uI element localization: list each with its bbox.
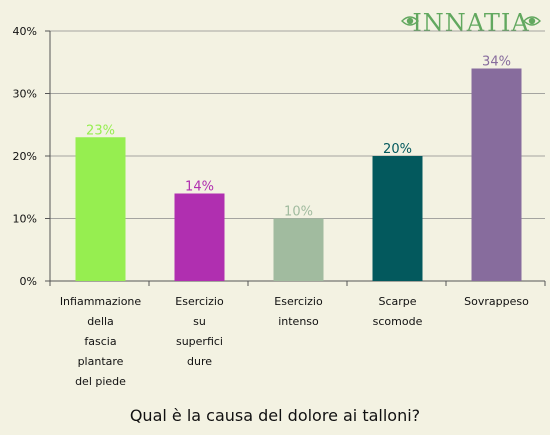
category-label-1: Infiammazione <box>60 295 142 308</box>
category-label-2: dure <box>187 355 212 368</box>
category-label-1: del piede <box>75 375 126 388</box>
data-label-5: 34% <box>482 55 511 70</box>
y-tick-label: 10% <box>13 213 37 226</box>
innatia-logo: INNATIA <box>398 4 544 38</box>
category-label-2: Esercizio <box>175 295 224 308</box>
bar-2 <box>174 193 225 281</box>
category-label-4: Scarpe <box>378 295 416 308</box>
data-label-4: 20% <box>383 142 412 157</box>
logo-text: INNATIA <box>412 9 529 37</box>
bar-5 <box>471 68 522 281</box>
y-tick-label: 40% <box>13 25 37 38</box>
chart-title: Qual è la causa del dolore ai talloni? <box>129 406 421 425</box>
category-label-3: Esercizio <box>274 295 323 308</box>
innatia-logo-mark: INNATIA <box>401 9 541 37</box>
category-label-1: della <box>87 315 114 328</box>
data-label-3: 10% <box>284 205 313 220</box>
category-label-4: scomode <box>373 315 423 328</box>
y-tick-label: 30% <box>13 88 37 101</box>
bar-3 <box>273 218 324 281</box>
category-label-5: Sovrappeso <box>464 295 529 308</box>
bar-chart: 0% 10% 20% 30% 40% 23% Infiammazione della fasci… <box>13 25 546 388</box>
data-label-2: 14% <box>185 180 214 195</box>
y-tick-label: 20% <box>13 150 37 163</box>
data-label-1: 23% <box>86 123 115 138</box>
category-label-3: intenso <box>278 315 319 328</box>
category-label-2: superfici <box>176 335 223 348</box>
bar-4 <box>372 156 423 281</box>
category-label-1: fascia <box>84 335 116 348</box>
category-label-1: plantare <box>78 355 124 368</box>
y-tick-label: 0% <box>20 275 37 288</box>
bar-1 <box>75 137 126 281</box>
category-label-2: su <box>193 315 206 328</box>
